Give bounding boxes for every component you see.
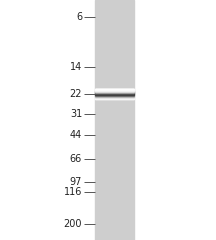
Bar	[95, 90, 134, 91]
Bar	[95, 96, 134, 97]
Text: 200: 200	[64, 219, 82, 229]
Bar	[95, 95, 134, 96]
Bar	[95, 97, 134, 98]
Bar	[95, 96, 134, 97]
Bar	[95, 93, 134, 94]
Bar	[95, 92, 134, 93]
Text: 14: 14	[70, 62, 82, 72]
Text: 31: 31	[70, 109, 82, 119]
Text: 116: 116	[64, 187, 82, 197]
Bar	[95, 89, 134, 90]
Bar	[95, 95, 134, 96]
Bar	[95, 94, 134, 95]
Bar	[95, 91, 134, 92]
Bar	[95, 94, 134, 95]
Bar	[95, 97, 134, 98]
Text: 44: 44	[70, 130, 82, 140]
Text: 66: 66	[70, 154, 82, 164]
Bar	[95, 98, 134, 99]
Text: 97: 97	[70, 177, 82, 187]
Bar	[95, 0, 134, 240]
Text: 22: 22	[70, 89, 82, 99]
Bar	[95, 98, 134, 99]
Text: 6: 6	[76, 12, 82, 22]
